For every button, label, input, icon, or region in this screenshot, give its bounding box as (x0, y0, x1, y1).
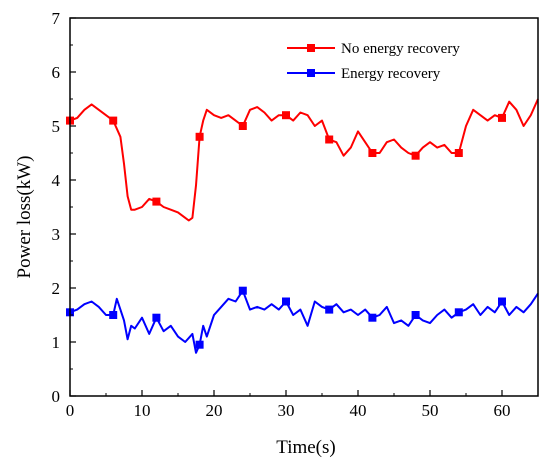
y-tick-label: 0 (52, 387, 61, 406)
y-tick-label: 7 (52, 9, 61, 28)
data-point-no-energy-recovery (238, 122, 247, 130)
series-line-energy-recovery (69, 289, 539, 354)
y-tick-label: 2 (52, 279, 61, 298)
y-tick-label: 4 (52, 171, 61, 190)
data-point-energy-recovery (368, 313, 377, 322)
plot-area (66, 98, 539, 354)
data-point-no-energy-recovery (109, 116, 118, 125)
series-line-no-energy-recovery (69, 98, 539, 222)
y-tick-label: 5 (52, 117, 61, 136)
x-tick-label: 60 (494, 401, 511, 420)
data-point-energy-recovery (195, 340, 204, 349)
data-point-energy-recovery (498, 297, 506, 306)
y-tick-label: 1 (52, 333, 61, 352)
data-point-no-energy-recovery (454, 149, 463, 157)
legend-label-energy-recovery: Energy recovery (341, 66, 441, 82)
data-point-energy-recovery (109, 311, 118, 319)
data-point-no-energy-recovery (498, 113, 506, 122)
x-tick-label: 50 (422, 401, 439, 420)
legend-label-no-energy-recovery: No energy recovery (341, 41, 460, 57)
x-axis-title: Time(s) (276, 437, 335, 458)
data-point-energy-recovery (411, 311, 420, 319)
legend-marker-energy-recovery (307, 69, 315, 77)
data-point-energy-recovery (282, 297, 290, 306)
data-point-no-energy-recovery (152, 197, 161, 206)
data-point-no-energy-recovery (368, 149, 377, 157)
x-tick-label: 40 (350, 401, 367, 420)
data-point-no-energy-recovery (282, 111, 290, 120)
data-point-no-energy-recovery (325, 135, 334, 144)
y-tick-label: 6 (52, 63, 61, 82)
data-point-energy-recovery (152, 313, 161, 322)
y-axis-title: Power loss(kW) (14, 156, 35, 279)
y-tick-label: 3 (52, 225, 61, 244)
x-tick-label: 20 (206, 401, 223, 420)
x-tick-label: 10 (134, 401, 151, 420)
data-point-energy-recovery (325, 305, 334, 314)
legend-marker-no-energy-recovery (307, 44, 315, 52)
data-point-no-energy-recovery (195, 132, 204, 141)
data-point-energy-recovery (454, 308, 463, 317)
data-point-energy-recovery (238, 286, 247, 295)
axes: Time(s) Power loss(kW) 0 10 20 30 40 50 60 0 1 2 3… (14, 9, 539, 458)
legend: No energy recovery Energy recovery (287, 41, 460, 82)
x-tick-label: 0 (66, 401, 75, 420)
data-point-no-energy-recovery (411, 151, 420, 160)
x-tick-label: 30 (278, 401, 295, 420)
